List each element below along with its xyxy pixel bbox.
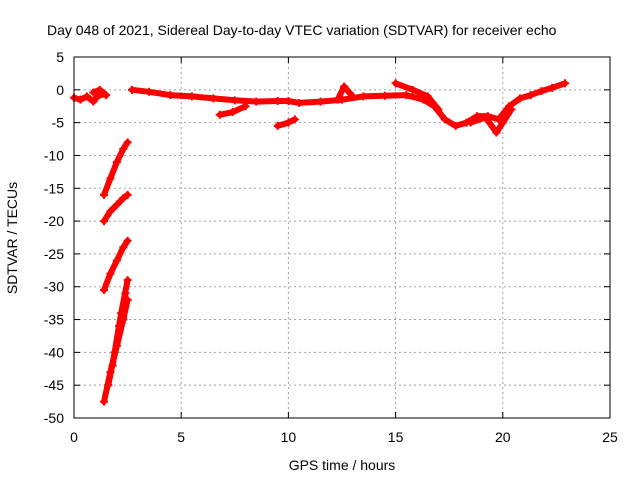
data-series (70, 79, 569, 406)
data-point (284, 96, 293, 105)
data-point (106, 174, 115, 183)
data-point (106, 269, 115, 278)
grid (74, 57, 610, 418)
series-track-branch (392, 80, 442, 113)
data-point (100, 397, 109, 406)
plot-frame (73, 56, 611, 419)
data-point (145, 87, 154, 96)
x-tick-label: 0 (70, 429, 78, 445)
data-point (215, 110, 224, 119)
data-point (100, 190, 109, 199)
data-point (76, 95, 85, 104)
data-point (290, 115, 299, 124)
axis-ticks (73, 56, 611, 419)
data-point (515, 94, 524, 103)
data-point (252, 97, 261, 106)
y-axis-label: SDTVAR / TECUs (4, 182, 20, 294)
x-tick-label: 15 (388, 429, 404, 445)
data-point (380, 91, 389, 100)
x-tick-labels: 0 5 10 15 20 25 (70, 429, 618, 445)
data-point (466, 118, 475, 127)
y-tick-label: 0 (56, 82, 64, 98)
data-point (112, 200, 121, 209)
data-point (121, 289, 130, 298)
data-point (434, 105, 443, 114)
data-point (359, 92, 368, 101)
data-point (104, 381, 113, 390)
data-point (106, 207, 115, 216)
data-point (492, 128, 501, 137)
data-point (89, 88, 98, 97)
data-point (187, 92, 196, 101)
data-point (108, 361, 117, 370)
data-point (537, 87, 546, 96)
x-tick-label: 10 (281, 429, 297, 445)
data-point (402, 91, 411, 100)
data-point (295, 98, 304, 107)
data-point (123, 138, 132, 147)
data-point (102, 91, 111, 100)
data-point (348, 92, 357, 101)
y-tick-label: -30 (44, 279, 64, 295)
data-point (228, 108, 237, 117)
data-point (127, 85, 136, 94)
data-point (119, 144, 128, 153)
data-point (209, 94, 218, 103)
data-point (89, 97, 98, 106)
y-tick-label: -5 (52, 115, 65, 131)
data-point (119, 194, 128, 203)
data-point (440, 115, 449, 124)
data-point (119, 243, 128, 252)
data-point (498, 118, 507, 127)
data-point (123, 190, 132, 199)
y-tick-labels: 5 0 -5 -10 -15 -20 -25 -30 -35 -40 -45 -50 (44, 49, 64, 426)
y-tick-label: -25 (44, 246, 64, 262)
data-point (494, 115, 503, 124)
data-point (273, 121, 282, 130)
y-tick-label: -50 (44, 410, 64, 426)
data-point (241, 102, 250, 111)
data-point (316, 97, 325, 106)
data-point (548, 83, 557, 92)
data-point (340, 82, 349, 91)
data-point (100, 217, 109, 226)
data-point (391, 79, 400, 88)
data-point (100, 286, 109, 295)
y-tick-label: -15 (44, 180, 64, 196)
y-tick-label: -45 (44, 377, 64, 393)
data-point (423, 92, 432, 101)
data-point (123, 276, 132, 285)
data-point (95, 85, 104, 94)
data-point (284, 118, 293, 127)
y-tick-label: -40 (44, 344, 64, 360)
y-tick-label: 5 (56, 49, 64, 65)
data-point (481, 113, 490, 122)
data-point (115, 322, 124, 331)
data-point (333, 95, 342, 104)
data-point (507, 105, 516, 114)
data-point (112, 256, 121, 265)
data-point (123, 236, 132, 245)
chart-title: Day 048 of 2021, Sidereal Day-to-day VTE… (47, 22, 557, 38)
data-point (82, 92, 91, 101)
x-axis-label: GPS time / hours (289, 457, 396, 473)
data-point (408, 85, 417, 94)
data-point (112, 158, 121, 167)
data-point (560, 79, 569, 88)
data-point (273, 96, 282, 105)
data-point (526, 91, 535, 100)
data-point (230, 96, 239, 105)
x-tick-label: 5 (177, 429, 185, 445)
x-tick-label: 25 (602, 429, 618, 445)
data-point (451, 121, 460, 130)
data-point (166, 91, 175, 100)
x-tick-label: 20 (495, 429, 511, 445)
y-tick-label: -10 (44, 147, 64, 163)
y-tick-label: -20 (44, 213, 64, 229)
y-tick-label: -35 (44, 312, 64, 328)
